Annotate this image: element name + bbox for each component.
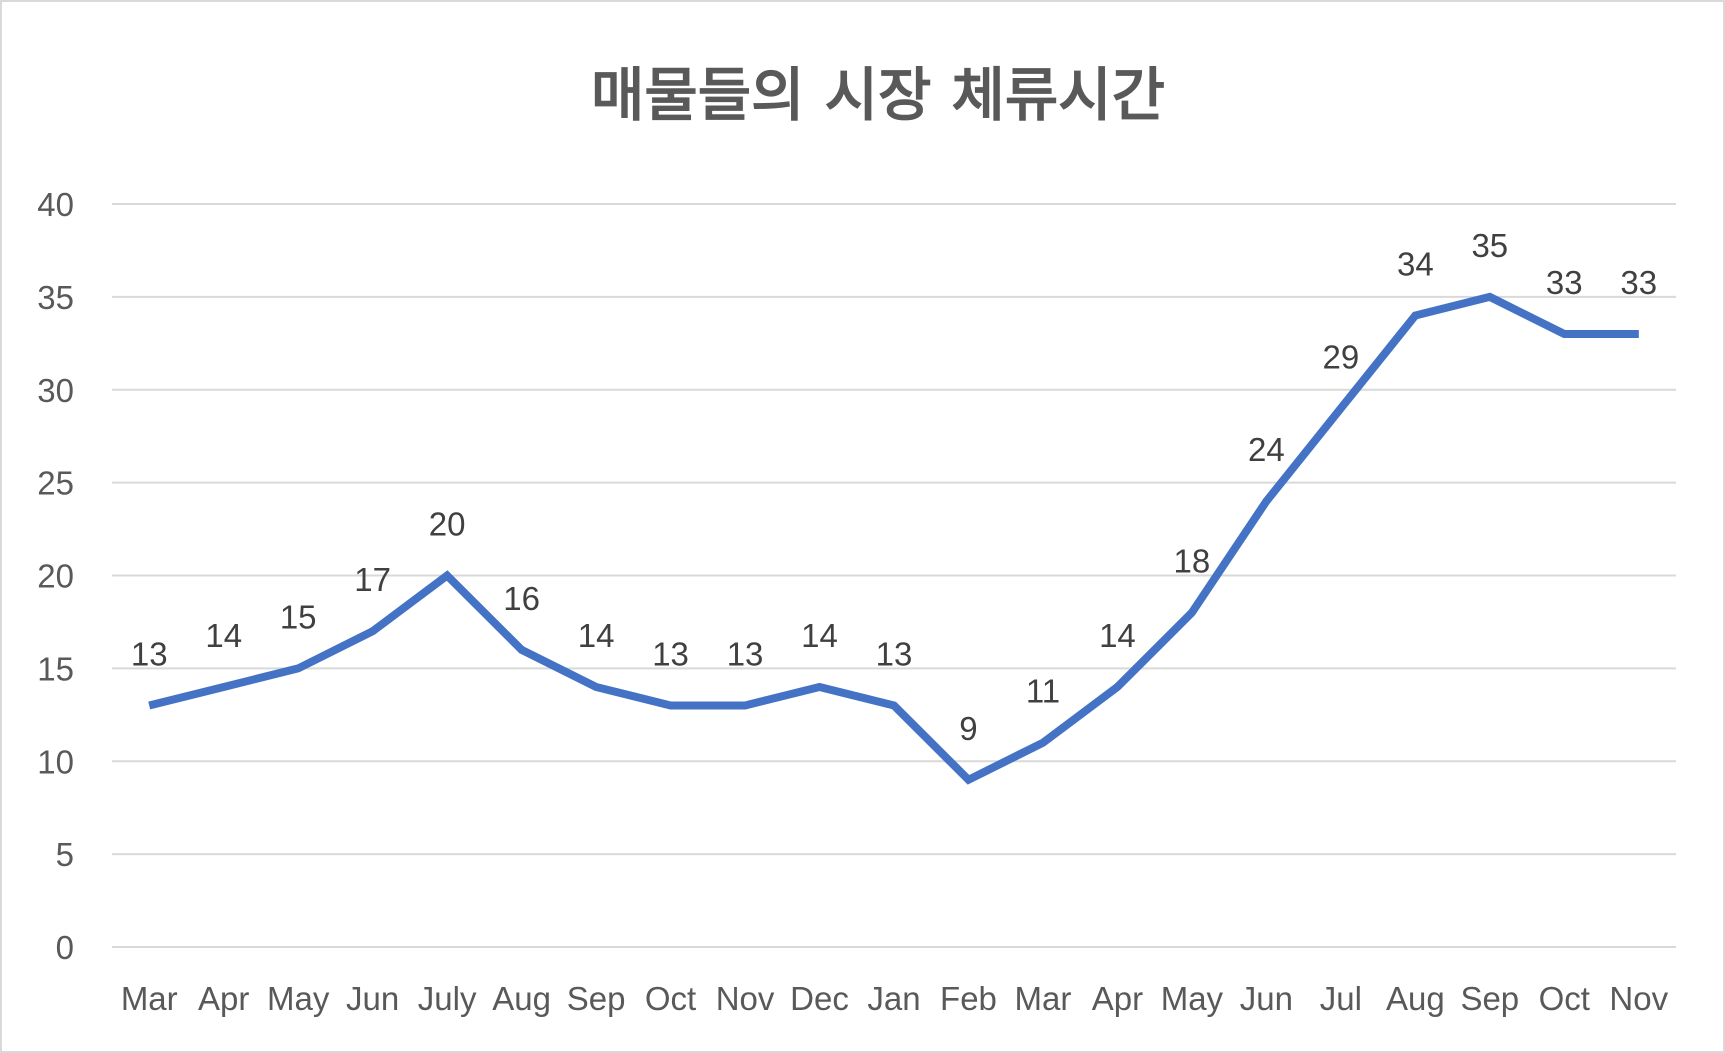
data-label: 14 bbox=[1099, 617, 1136, 654]
data-label: 24 bbox=[1248, 431, 1285, 468]
series-line bbox=[148, 292, 1639, 785]
data-label: 34 bbox=[1397, 245, 1434, 282]
data-label: 11 bbox=[1026, 673, 1060, 710]
y-tick-label: 0 bbox=[56, 929, 74, 966]
x-tick-label: Jul bbox=[1320, 980, 1362, 1017]
x-tick-label: Dec bbox=[790, 980, 849, 1017]
y-tick-label: 40 bbox=[37, 186, 74, 223]
x-tick-label: May bbox=[1161, 980, 1224, 1017]
data-label: 13 bbox=[727, 636, 764, 673]
x-tick-label: Aug bbox=[492, 980, 551, 1017]
x-tick-label: Mar bbox=[1015, 980, 1072, 1017]
y-axis-ticks: 0 5 10 15 20 25 30 35 40 bbox=[37, 186, 74, 966]
data-labels: 13 14 15 17 20 16 14 13 13 14 13 9 11 14 18 24 29 34 35 33 3… bbox=[131, 227, 1657, 747]
data-label: 15 bbox=[280, 598, 317, 635]
data-label: 14 bbox=[205, 617, 242, 654]
data-label: 9 bbox=[959, 710, 977, 747]
x-tick-label: July bbox=[418, 980, 477, 1017]
y-tick-label: 35 bbox=[37, 279, 74, 316]
data-label: 33 bbox=[1620, 264, 1657, 301]
gridlines bbox=[112, 203, 1676, 948]
x-tick-label: Nov bbox=[1609, 980, 1668, 1017]
y-tick-label: 5 bbox=[56, 836, 74, 873]
data-label: 13 bbox=[131, 636, 168, 673]
x-tick-label: Jun bbox=[1240, 980, 1293, 1017]
x-tick-label: Sep bbox=[1460, 980, 1519, 1017]
data-label: 33 bbox=[1546, 264, 1583, 301]
data-label: 35 bbox=[1471, 227, 1508, 264]
y-tick-label: 30 bbox=[37, 372, 74, 409]
data-label: 13 bbox=[876, 636, 913, 673]
x-tick-label: May bbox=[267, 980, 330, 1017]
data-label: 18 bbox=[1174, 543, 1211, 580]
x-tick-label: Aug bbox=[1386, 980, 1445, 1017]
x-tick-label: Apr bbox=[198, 980, 249, 1017]
data-label: 13 bbox=[652, 636, 689, 673]
y-tick-label: 10 bbox=[37, 743, 74, 780]
x-tick-label: Feb bbox=[940, 980, 997, 1017]
x-tick-label: Apr bbox=[1092, 980, 1143, 1017]
x-axis-ticks: Mar Apr May Jun July Aug Sep Oct Nov Dec Jan Feb Mar… bbox=[121, 980, 1669, 1017]
x-tick-label: Mar bbox=[121, 980, 178, 1017]
x-tick-label: Jun bbox=[346, 980, 399, 1017]
data-label: 17 bbox=[354, 561, 391, 598]
x-tick-label: Oct bbox=[645, 980, 696, 1017]
x-tick-label: Jan bbox=[867, 980, 920, 1017]
y-tick-label: 25 bbox=[37, 465, 74, 502]
x-tick-label: Sep bbox=[567, 980, 626, 1017]
data-label: 16 bbox=[503, 580, 540, 617]
chart-title: 매물들의 시장 체류시간 bbox=[591, 61, 1165, 129]
data-label: 29 bbox=[1322, 338, 1359, 375]
x-tick-label: Oct bbox=[1539, 980, 1590, 1017]
x-tick-label: Nov bbox=[716, 980, 775, 1017]
y-tick-label: 20 bbox=[37, 558, 74, 595]
y-tick-label: 15 bbox=[37, 650, 74, 687]
data-label: 20 bbox=[429, 506, 466, 543]
data-label: 14 bbox=[578, 617, 615, 654]
data-label: 14 bbox=[801, 617, 838, 654]
series-layer bbox=[148, 292, 1639, 785]
